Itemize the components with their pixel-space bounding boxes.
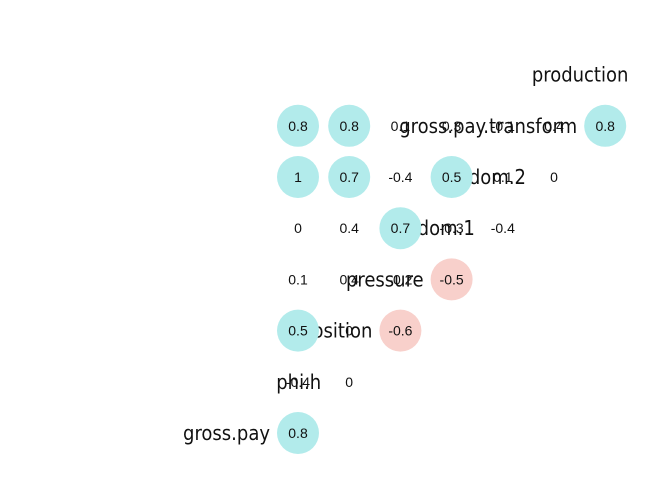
cell-value-gross-pay-transform-random-2: 0 [550,169,558,185]
cell-value-production-random-1: -0.1 [491,118,515,134]
highlight-circles [277,104,627,454]
cell-value-production-gross-pay-transform: 0.8 [595,118,615,134]
cell-value-random-2-position: 0.7 [391,220,411,236]
cell-value-gross-pay-transform-phi-h: 0.7 [339,169,359,185]
cell-value-pressure-position: -0.6 [388,323,412,339]
highlight-circle-pressure-position [379,309,422,352]
variable-label-gross-pay: gross.pay [183,421,270,445]
cell-value-random-1-position: -0.2 [388,271,412,287]
variable-label-gross-pay-transform: gross.pay.transform [399,114,577,138]
highlight-circle-production-gross-pay-transform [584,104,627,147]
highlight-circle-production-gross-pay [277,104,319,147]
highlight-circle-gross-pay-transform-phi-h [328,156,371,198]
highlight-circle-gross-pay-transform-gross-pay [277,156,319,198]
highlight-circle-pressure-gross-pay [277,309,319,352]
cell-value-random-2-pressure: -0.3 [440,220,464,236]
highlight-circle-production-phi-h [328,104,371,147]
highlight-circle-random-1-pressure [430,258,473,301]
cell-value-random-1-pressure: -0.5 [440,271,464,287]
variable-label-phi-h: phi.h [276,370,321,394]
cell-value-gross-pay-transform-pressure: 0.5 [442,169,462,185]
cell-value-position-phi-h: 0 [345,374,353,390]
highlight-circle-phi-h-gross-pay [277,412,319,454]
highlight-circle-gross-pay-transform-pressure [430,156,473,198]
cell-value-random-2-phi-h: 0.4 [339,220,359,236]
cell-value-production-random-2: 0.4 [544,118,564,134]
cell-value-position-gross-pay: -0.4 [286,374,310,390]
highlight-circle-random-2-position [379,207,422,250]
cell-value-production-phi-h: 0.8 [339,118,359,134]
variable-label-production: production [532,63,629,87]
cell-value-random-2-random-1: -0.4 [491,220,515,236]
cell-value-production-pressure: 0.3 [442,118,462,134]
correlation-values: 0.8 -0.4 0 0.5 0 -0.6 0.1 0.4 -0.2 -0.5 0 0.4 0.7 -0.… [286,118,615,441]
cell-value-random-2-gross-pay: 0 [294,220,302,236]
variable-label-pressure: pressure [346,267,424,291]
cell-value-pressure-gross-pay: 0.5 [288,323,308,339]
cell-value-random-1-gross-pay: 0.1 [288,271,308,287]
cell-value-production-gross-pay: 0.8 [288,118,308,134]
cell-value-gross-pay-transform-gross-pay: 1 [294,169,302,185]
cell-value-production-position: 0.1 [391,118,411,134]
cell-value-gross-pay-transform-random-1: 0.1 [493,169,513,185]
cell-value-random-1-phi-h: 0.4 [339,271,359,287]
cell-value-phi-h-gross-pay: 0.8 [288,425,308,441]
cell-value-pressure-phi-h: 0 [345,323,353,339]
cell-value-gross-pay-transform-position: -0.4 [388,169,412,185]
